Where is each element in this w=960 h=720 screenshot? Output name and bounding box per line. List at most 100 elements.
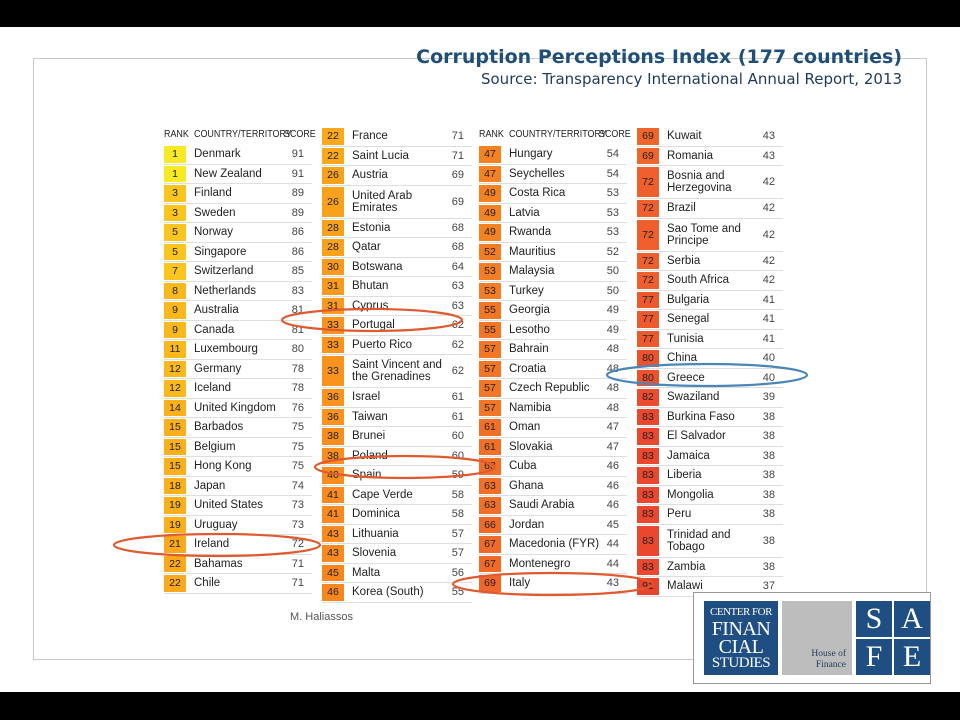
rank-cell: 67 [479, 555, 501, 572]
table-row: 72 Brazil 42 [637, 199, 783, 219]
title-source: Source: Transparency International Annua… [480, 70, 902, 88]
country-cell: Czech Republic [509, 382, 590, 395]
score-cell: 52 [606, 245, 619, 258]
rank-cell: 69 [479, 575, 501, 592]
highlight-portugal [280, 307, 464, 333]
table-column-4: 69 Kuwait 43 69 Romania 43 72 Bosnia and Herzeg… [637, 127, 783, 597]
table-row: 83 Liberia 38 [637, 466, 783, 486]
table-row: 67 Macedonia (FYR) 44 [479, 535, 627, 555]
rank-cell: 72 [637, 167, 659, 197]
country-cell: Georgia [509, 304, 550, 317]
score-cell: 80 [291, 343, 304, 356]
country-cell: Malta [352, 566, 381, 579]
country-cell: Taiwan [352, 410, 388, 423]
table-row: 69 Italy 43 [479, 574, 627, 594]
score-cell: 76 [291, 401, 304, 414]
table-row: 5 Singapore 86 [164, 243, 312, 262]
rank-cell: 55 [479, 302, 501, 319]
score-cell: 41 [762, 293, 775, 306]
country-cell: Belgium [194, 440, 236, 453]
table-row: 47 Hungary 54 [479, 145, 627, 165]
score-cell: 49 [606, 323, 619, 336]
rank-cell: 22 [322, 128, 344, 145]
rank-cell: 18 [164, 477, 186, 494]
rank-cell: 83 [637, 447, 659, 464]
score-cell: 41 [762, 313, 775, 326]
table-row: 57 Bahrain 48 [479, 340, 627, 360]
country-cell: Latvia [509, 206, 540, 219]
table-row: 46 Korea (South) 55 [322, 583, 472, 603]
table-row: 55 Lesotho 49 [479, 321, 627, 340]
table-row: 7 Switzerland 85 [164, 262, 312, 282]
score-cell: 64 [451, 260, 464, 273]
highlight-greece [605, 362, 809, 388]
country-cell: Spain [352, 469, 382, 482]
country-cell: United Arab Emirates [352, 189, 413, 214]
table-row: 77 Bulgaria 41 [637, 291, 783, 310]
table-row: 41 Dominica 58 [322, 505, 472, 525]
score-cell: 75 [291, 440, 304, 453]
rank-cell: 49 [479, 224, 501, 241]
title-main: Corruption Perceptions Index [416, 46, 732, 68]
table-row: 38 Brunei 60 [322, 427, 472, 447]
rank-cell: 61 [479, 419, 501, 436]
country-cell: Uruguay [194, 518, 238, 531]
table-row: 12 Iceland 78 [164, 379, 312, 399]
score-cell: 63 [451, 280, 464, 293]
safe-letter-s: S [856, 601, 892, 637]
table-row: 66 Jordan 45 [479, 516, 627, 535]
score-cell: 62 [451, 338, 464, 351]
table-row: 49 Costa Rica 53 [479, 184, 627, 204]
score-cell: 78 [291, 382, 304, 395]
table-row: 72 Serbia 42 [637, 252, 783, 271]
highlight-italy [451, 571, 655, 597]
rank-cell: 15 [164, 458, 186, 475]
table-row: 80 Greece 40 [637, 369, 783, 388]
rank-cell: 67 [479, 536, 501, 553]
score-cell: 44 [606, 538, 619, 551]
table-row: 83 Burkina Faso 38 [637, 408, 783, 427]
hof-line1: House of [811, 649, 846, 659]
country-cell: Liberia [667, 469, 702, 482]
score-cell: 68 [451, 221, 464, 234]
table-row: 26 United Arab Emirates 69 [322, 186, 472, 219]
score-cell: 50 [606, 265, 619, 278]
table-row: 69 Romania 43 [637, 147, 783, 166]
country-cell: Turkey [509, 284, 544, 297]
table-row: 40 Spain 59 [322, 466, 472, 486]
table-rows: 47 Hungary 54 47 Seychelles 54 49 Costa Rica 53 4… [479, 145, 627, 594]
rank-cell: 33 [322, 356, 344, 386]
rank-cell: 19 [164, 497, 186, 514]
country-cell: Ghana [509, 479, 544, 492]
rank-cell: 7 [164, 263, 186, 280]
rank-cell: 83 [637, 506, 659, 523]
country-cell: Hungary [509, 148, 553, 161]
table-row: 33 Puerto Rico 62 [322, 336, 472, 355]
country-cell: Cape Verde [352, 488, 413, 501]
rank-cell: 63 [479, 497, 501, 514]
cfs-line2: FINAN [711, 618, 771, 640]
rank-cell: 72 [637, 200, 659, 217]
rank-cell: 12 [164, 380, 186, 397]
table-row: 30 Botswana 64 [322, 258, 472, 277]
rank-cell: 77 [637, 311, 659, 328]
table-row: 61 Slovakia 47 [479, 438, 627, 457]
rank-cell: 45 [322, 564, 344, 581]
score-cell: 58 [451, 488, 464, 501]
score-cell: 50 [606, 284, 619, 297]
country-cell: China [667, 352, 698, 365]
score-cell: 86 [291, 226, 304, 239]
table-row: 52 Mauritius 52 [479, 243, 627, 262]
country-cell: Jamaica [667, 449, 710, 462]
score-cell: 71 [291, 577, 304, 590]
score-cell: 68 [451, 241, 464, 254]
table-row: 83 Trinidad and Tobago 38 [637, 525, 783, 558]
country-cell: Sao Tome and Principe [667, 222, 741, 247]
table-row: 14 United Kingdom 76 [164, 399, 312, 418]
table-row: 22 Bahamas 71 [164, 555, 312, 574]
table-row: 72 Bosnia and Herzegovina 42 [637, 166, 783, 199]
title-paren: (177 countries) [737, 46, 902, 68]
rank-cell: 53 [479, 263, 501, 280]
table-row: 1 Denmark 91 [164, 145, 312, 165]
table-column-3: RANK COUNTRY/TERRITORY SCORE 47 Hungary 54… [479, 125, 631, 594]
